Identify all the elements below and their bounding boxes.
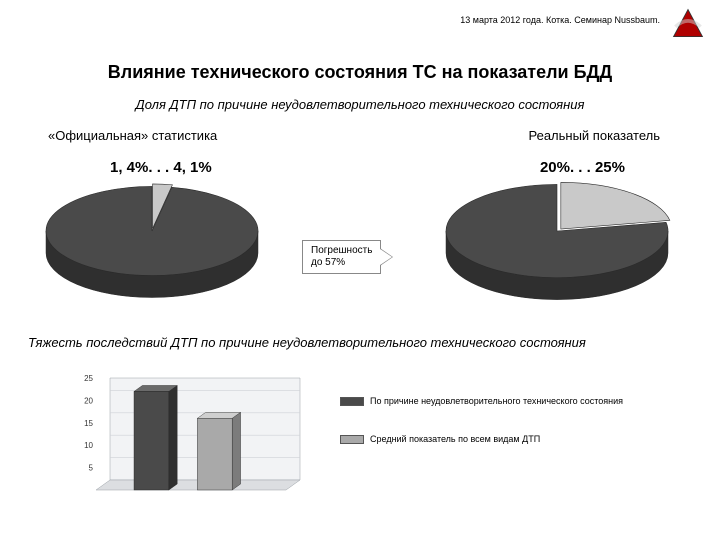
page-title: Влияние технического состояния ТС на пок… (0, 62, 720, 83)
legend-swatch-1 (340, 397, 364, 406)
legend-label-1: По причине неудовлетворительного техниче… (370, 396, 623, 406)
pie-right-value: 20%. . . 25% (540, 159, 625, 176)
bar-chart-severity: 5 10 15 20 25 (72, 372, 322, 512)
svg-text:15: 15 (84, 419, 93, 428)
legend-swatch-2 (340, 435, 364, 444)
logo-triangle-icon (670, 6, 706, 42)
svg-text:25: 25 (84, 374, 93, 383)
legend-label-2: Средний показатель по всем видам ДТП (370, 434, 540, 444)
svg-text:10: 10 (84, 441, 93, 450)
pie-left-label: «Официальная» статистика (48, 128, 217, 143)
pie-left-value: 1, 4%. . . 4, 1% (110, 159, 212, 176)
pie-chart-real (432, 176, 682, 306)
pie-chart-official (32, 176, 272, 306)
callout-line2: до 57% (311, 257, 345, 268)
subtitle-severity: Тяжесть последствий ДТП по причине неудо… (28, 335, 692, 350)
callout-line1: Погрешность (311, 245, 372, 256)
pie-right-label: Реальный показатель (528, 128, 660, 143)
svg-text:5: 5 (89, 464, 94, 473)
legend-row-2: Средний показатель по всем видам ДТП (340, 434, 540, 444)
logo (670, 6, 706, 42)
svg-text:20: 20 (84, 396, 93, 405)
legend-row-1: По причине неудовлетворительного техниче… (340, 396, 623, 406)
error-callout: Погрешность до 57% (302, 240, 381, 274)
subtitle-share: Доля ДТП по причине неудовлетворительног… (0, 97, 720, 112)
header-meta: 13 марта 2012 года. Котка. Семинар Nussb… (460, 15, 660, 25)
